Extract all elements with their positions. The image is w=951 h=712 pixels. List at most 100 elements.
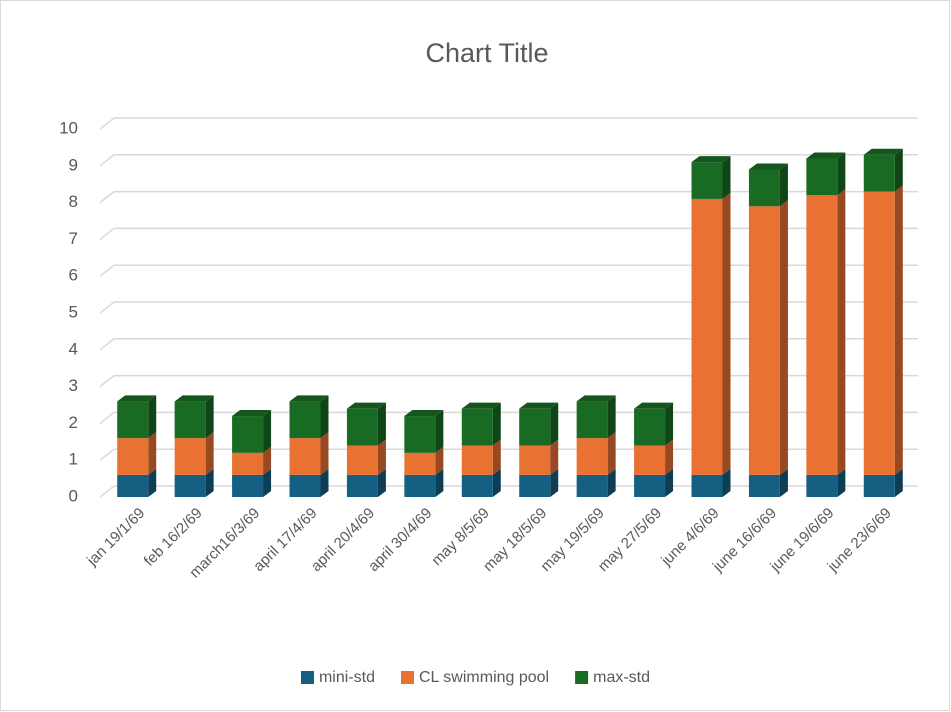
bar — [576, 438, 608, 475]
bar-top — [232, 410, 272, 417]
bar — [404, 452, 436, 475]
bar — [576, 474, 608, 497]
bar — [174, 474, 206, 497]
bar — [806, 474, 838, 497]
bar-side — [435, 410, 444, 453]
grid-line — [99, 117, 918, 130]
bar — [461, 408, 493, 446]
bar — [748, 474, 780, 497]
bar-side — [550, 439, 559, 475]
bar — [634, 445, 666, 475]
bar — [691, 162, 723, 199]
grid-line — [99, 154, 918, 167]
legend-swatch — [575, 671, 589, 684]
bar — [232, 474, 264, 497]
bar — [691, 198, 723, 475]
bar-side — [607, 395, 616, 439]
bar — [806, 158, 838, 196]
bar — [117, 438, 149, 475]
bar — [691, 474, 723, 497]
bar — [806, 195, 838, 475]
legend-swatch — [300, 671, 314, 684]
bar — [863, 154, 895, 192]
bar-side — [665, 468, 674, 497]
legend-label: max-std — [593, 669, 650, 686]
bar-side — [894, 185, 903, 475]
bar-side — [377, 468, 386, 497]
bar-side — [492, 402, 501, 446]
bar-side — [435, 446, 444, 475]
grid-line — [99, 301, 918, 314]
bar-side — [837, 468, 846, 497]
bar-side — [320, 432, 329, 475]
bar — [346, 445, 378, 475]
bar — [289, 438, 321, 475]
legend-label: CL swimming pool — [419, 669, 549, 686]
bar-top — [691, 156, 731, 163]
y-tick-label: 10 — [59, 118, 78, 137]
bar-side — [722, 156, 731, 199]
bar — [232, 452, 264, 475]
bar-side — [205, 468, 214, 497]
bar-side — [837, 152, 846, 196]
bar-side — [148, 395, 157, 439]
bar — [404, 474, 436, 497]
bar-side — [550, 468, 559, 497]
bar-side — [665, 402, 674, 446]
bar-side — [894, 148, 903, 192]
bar-side — [607, 432, 616, 475]
bar — [404, 416, 436, 453]
grid-line — [99, 190, 918, 204]
bar-side — [148, 468, 157, 497]
y-tick-label: 4 — [69, 339, 78, 358]
bar-top — [346, 402, 386, 409]
bar-side — [492, 439, 501, 475]
bar — [289, 401, 321, 439]
bar-top — [748, 163, 788, 170]
bar — [346, 408, 378, 446]
bar-side — [550, 402, 559, 446]
bar — [232, 416, 264, 453]
grid-line — [99, 374, 918, 388]
bar-top — [519, 402, 559, 409]
bar-side — [665, 439, 674, 475]
bar-side — [377, 439, 386, 475]
grid-line — [99, 227, 918, 240]
bar-side — [205, 432, 214, 475]
y-tick-label: 1 — [69, 450, 78, 469]
bar — [461, 445, 493, 475]
bar — [289, 474, 321, 497]
bar — [346, 474, 378, 497]
bar-side — [263, 410, 272, 453]
bar — [519, 445, 551, 475]
bar-top — [806, 152, 846, 159]
y-tick-label: 6 — [69, 266, 78, 285]
bar — [461, 474, 493, 497]
bar-top — [634, 402, 674, 409]
bar — [174, 438, 206, 475]
y-tick-label: 0 — [69, 486, 78, 505]
bar — [174, 401, 206, 439]
grid-line — [99, 264, 918, 277]
bar — [748, 206, 780, 475]
y-tick-label: 7 — [69, 229, 78, 248]
bar — [519, 474, 551, 497]
bar-side — [148, 432, 157, 475]
bar — [117, 401, 149, 439]
bar — [634, 408, 666, 446]
bar-side — [320, 468, 329, 497]
legend-label: mini-std — [319, 669, 375, 686]
bar-top — [174, 395, 214, 402]
bar-side — [607, 468, 616, 497]
bar-top — [863, 148, 903, 155]
bar — [634, 474, 666, 497]
y-tick-label: 9 — [69, 155, 78, 174]
bar-side — [837, 189, 846, 475]
y-tick-label: 2 — [69, 413, 78, 432]
bar — [519, 408, 551, 446]
bar — [748, 169, 780, 207]
y-tick-label: 5 — [69, 302, 78, 321]
bar — [576, 401, 608, 439]
y-tick-label: 3 — [69, 376, 78, 395]
bar-side — [722, 192, 731, 475]
